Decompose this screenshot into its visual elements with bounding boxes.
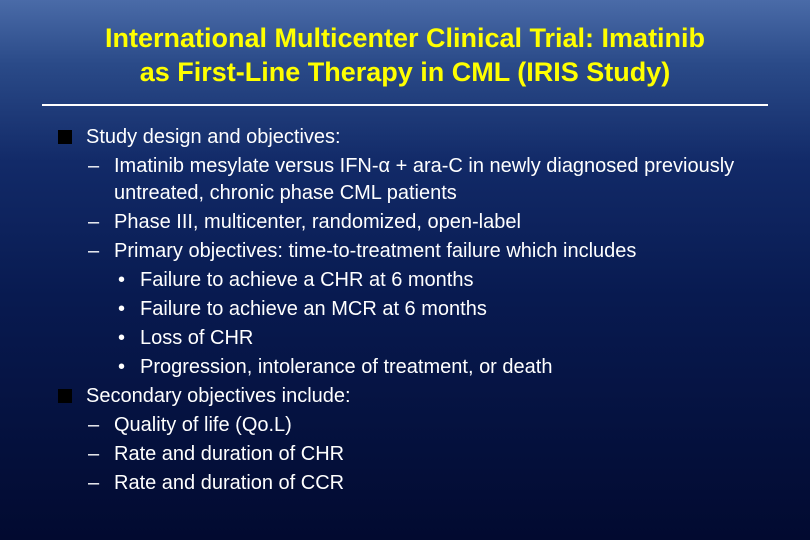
slide: International Multicenter Clinical Trial… bbox=[0, 0, 810, 540]
bullet-text: Primary objectives: time-to-treatment fa… bbox=[114, 240, 636, 262]
bullet-text: Failure to achieve a CHR at 6 months bbox=[140, 269, 474, 291]
title-line-1: International Multicenter Clinical Trial… bbox=[105, 23, 705, 53]
slide-body: Study design and objectives: Imatinib me… bbox=[42, 124, 768, 497]
list-item: Imatinib mesylate versus IFN-α + ara-C i… bbox=[86, 153, 768, 207]
bullet-text: Secondary objectives include: bbox=[86, 385, 351, 407]
bullet-text: Progression, intolerance of treatment, o… bbox=[140, 356, 552, 378]
sub-sub-list: Failure to achieve a CHR at 6 months Fai… bbox=[114, 267, 768, 381]
list-item: Quality of life (Qo.L) bbox=[86, 412, 768, 439]
bullet-list: Study design and objectives: Imatinib me… bbox=[42, 124, 768, 497]
list-item: Secondary objectives include: Quality of… bbox=[58, 383, 768, 497]
bullet-text: Study design and objectives: bbox=[86, 126, 341, 148]
list-item: Failure to achieve an MCR at 6 months bbox=[114, 296, 768, 323]
bullet-text: Imatinib mesylate versus IFN-α + ara-C i… bbox=[114, 155, 734, 204]
bullet-text: Phase III, multicenter, randomized, open… bbox=[114, 211, 521, 233]
list-item: Rate and duration of CCR bbox=[86, 470, 768, 497]
list-item: Primary objectives: time-to-treatment fa… bbox=[86, 238, 768, 381]
bullet-text: Quality of life (Qo.L) bbox=[114, 414, 292, 436]
slide-title: International Multicenter Clinical Trial… bbox=[42, 22, 768, 98]
title-rule bbox=[42, 104, 768, 106]
bullet-text: Failure to achieve an MCR at 6 months bbox=[140, 298, 487, 320]
bullet-text: Rate and duration of CHR bbox=[114, 443, 344, 465]
bullet-text: Loss of CHR bbox=[140, 327, 253, 349]
sub-list: Quality of life (Qo.L) Rate and duration… bbox=[86, 412, 768, 497]
list-item: Study design and objectives: Imatinib me… bbox=[58, 124, 768, 381]
list-item: Loss of CHR bbox=[114, 325, 768, 352]
list-item: Progression, intolerance of treatment, o… bbox=[114, 354, 768, 381]
list-item: Phase III, multicenter, randomized, open… bbox=[86, 209, 768, 236]
title-line-2: as First-Line Therapy in CML (IRIS Study… bbox=[140, 57, 671, 87]
list-item: Failure to achieve a CHR at 6 months bbox=[114, 267, 768, 294]
sub-list: Imatinib mesylate versus IFN-α + ara-C i… bbox=[86, 153, 768, 381]
list-item: Rate and duration of CHR bbox=[86, 441, 768, 468]
bullet-text: Rate and duration of CCR bbox=[114, 472, 344, 494]
